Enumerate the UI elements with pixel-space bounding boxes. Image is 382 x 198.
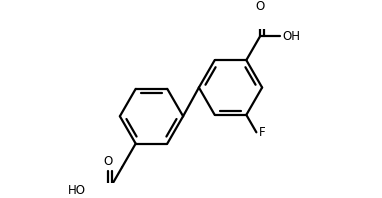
- Text: HO: HO: [68, 184, 86, 197]
- Text: OH: OH: [282, 30, 300, 43]
- Text: F: F: [259, 126, 265, 139]
- Text: O: O: [104, 155, 113, 168]
- Text: O: O: [255, 1, 265, 13]
